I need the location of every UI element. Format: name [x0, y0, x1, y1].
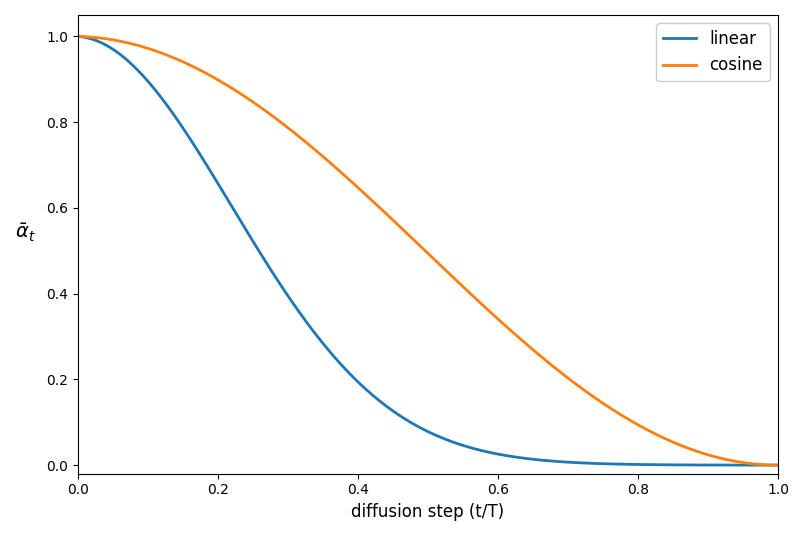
Line: linear: linear	[78, 36, 777, 465]
linear	[381, 403, 390, 410]
Y-axis label: $\bar{\alpha}_t$: $\bar{\alpha}_t$	[15, 222, 36, 244]
linear	[631, 461, 641, 468]
Line: cosine: cosine	[78, 36, 777, 465]
cosine	[631, 421, 641, 427]
linear	[553, 458, 563, 465]
cosine	[73, 33, 83, 40]
linear	[772, 462, 782, 468]
linear	[145, 80, 154, 86]
linear	[73, 33, 83, 40]
cosine	[553, 368, 563, 374]
X-axis label: diffusion step (t/T): diffusion step (t/T)	[351, 503, 504, 521]
cosine	[618, 413, 628, 420]
cosine	[356, 187, 365, 193]
cosine	[145, 46, 154, 52]
Legend: linear, cosine: linear, cosine	[655, 24, 768, 81]
cosine	[772, 462, 782, 468]
linear	[356, 382, 365, 388]
linear	[618, 461, 628, 467]
cosine	[381, 211, 390, 217]
